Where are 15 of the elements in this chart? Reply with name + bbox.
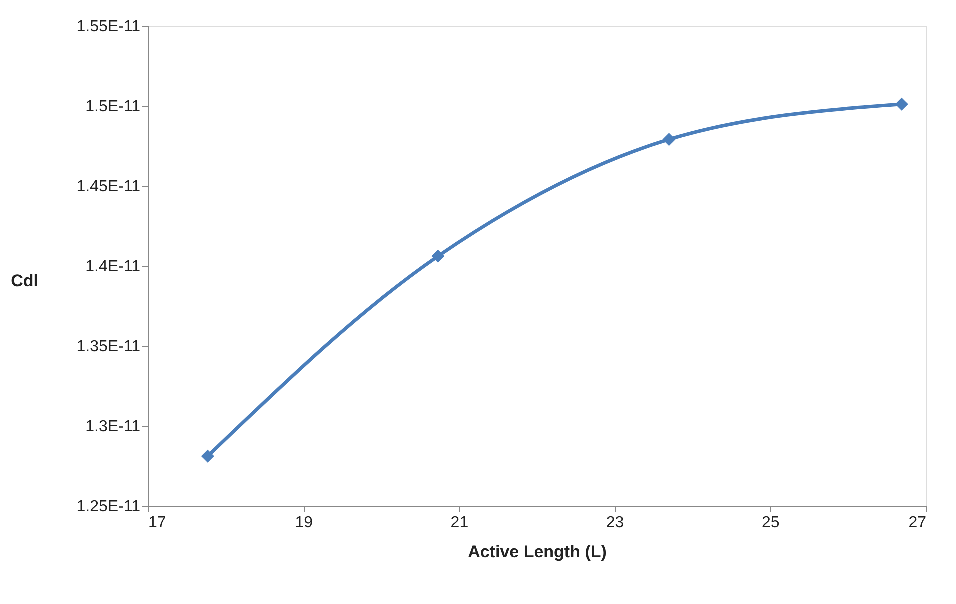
y-tick-label: 1.5E-11 (86, 98, 141, 116)
y-tick-label: 1.45E-11 (76, 178, 141, 196)
y-tick-label: 1.25E-11 (76, 498, 141, 516)
x-tick-label: 25 (762, 514, 780, 532)
x-axis-title: Active Length (L) (468, 542, 607, 562)
x-tick-label: 21 (450, 514, 469, 532)
x-tick-label: 19 (295, 514, 314, 532)
x-tick-label: 27 (908, 514, 927, 532)
y-tick-label: 1.4E-11 (86, 258, 141, 276)
x-tick-label: 17 (148, 514, 166, 532)
y-tick-label: 1.3E-11 (86, 418, 141, 436)
y-tick-label: 1.55E-11 (76, 18, 141, 36)
y-axis-title: Cdl (11, 272, 38, 290)
x-tick-label: 23 (606, 514, 624, 532)
y-tick-label: 1.35E-11 (76, 338, 141, 356)
